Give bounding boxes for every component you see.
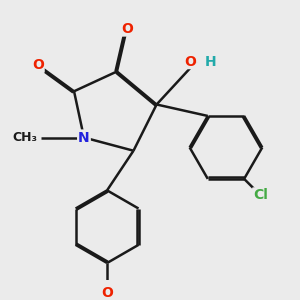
Text: O: O [101,286,113,300]
Text: Cl: Cl [253,188,268,203]
Text: O: O [184,55,196,69]
Text: H: H [205,55,216,69]
Text: N: N [78,130,90,145]
Text: O: O [32,58,44,72]
Text: O: O [121,22,133,35]
Text: CH₃: CH₃ [13,131,38,144]
